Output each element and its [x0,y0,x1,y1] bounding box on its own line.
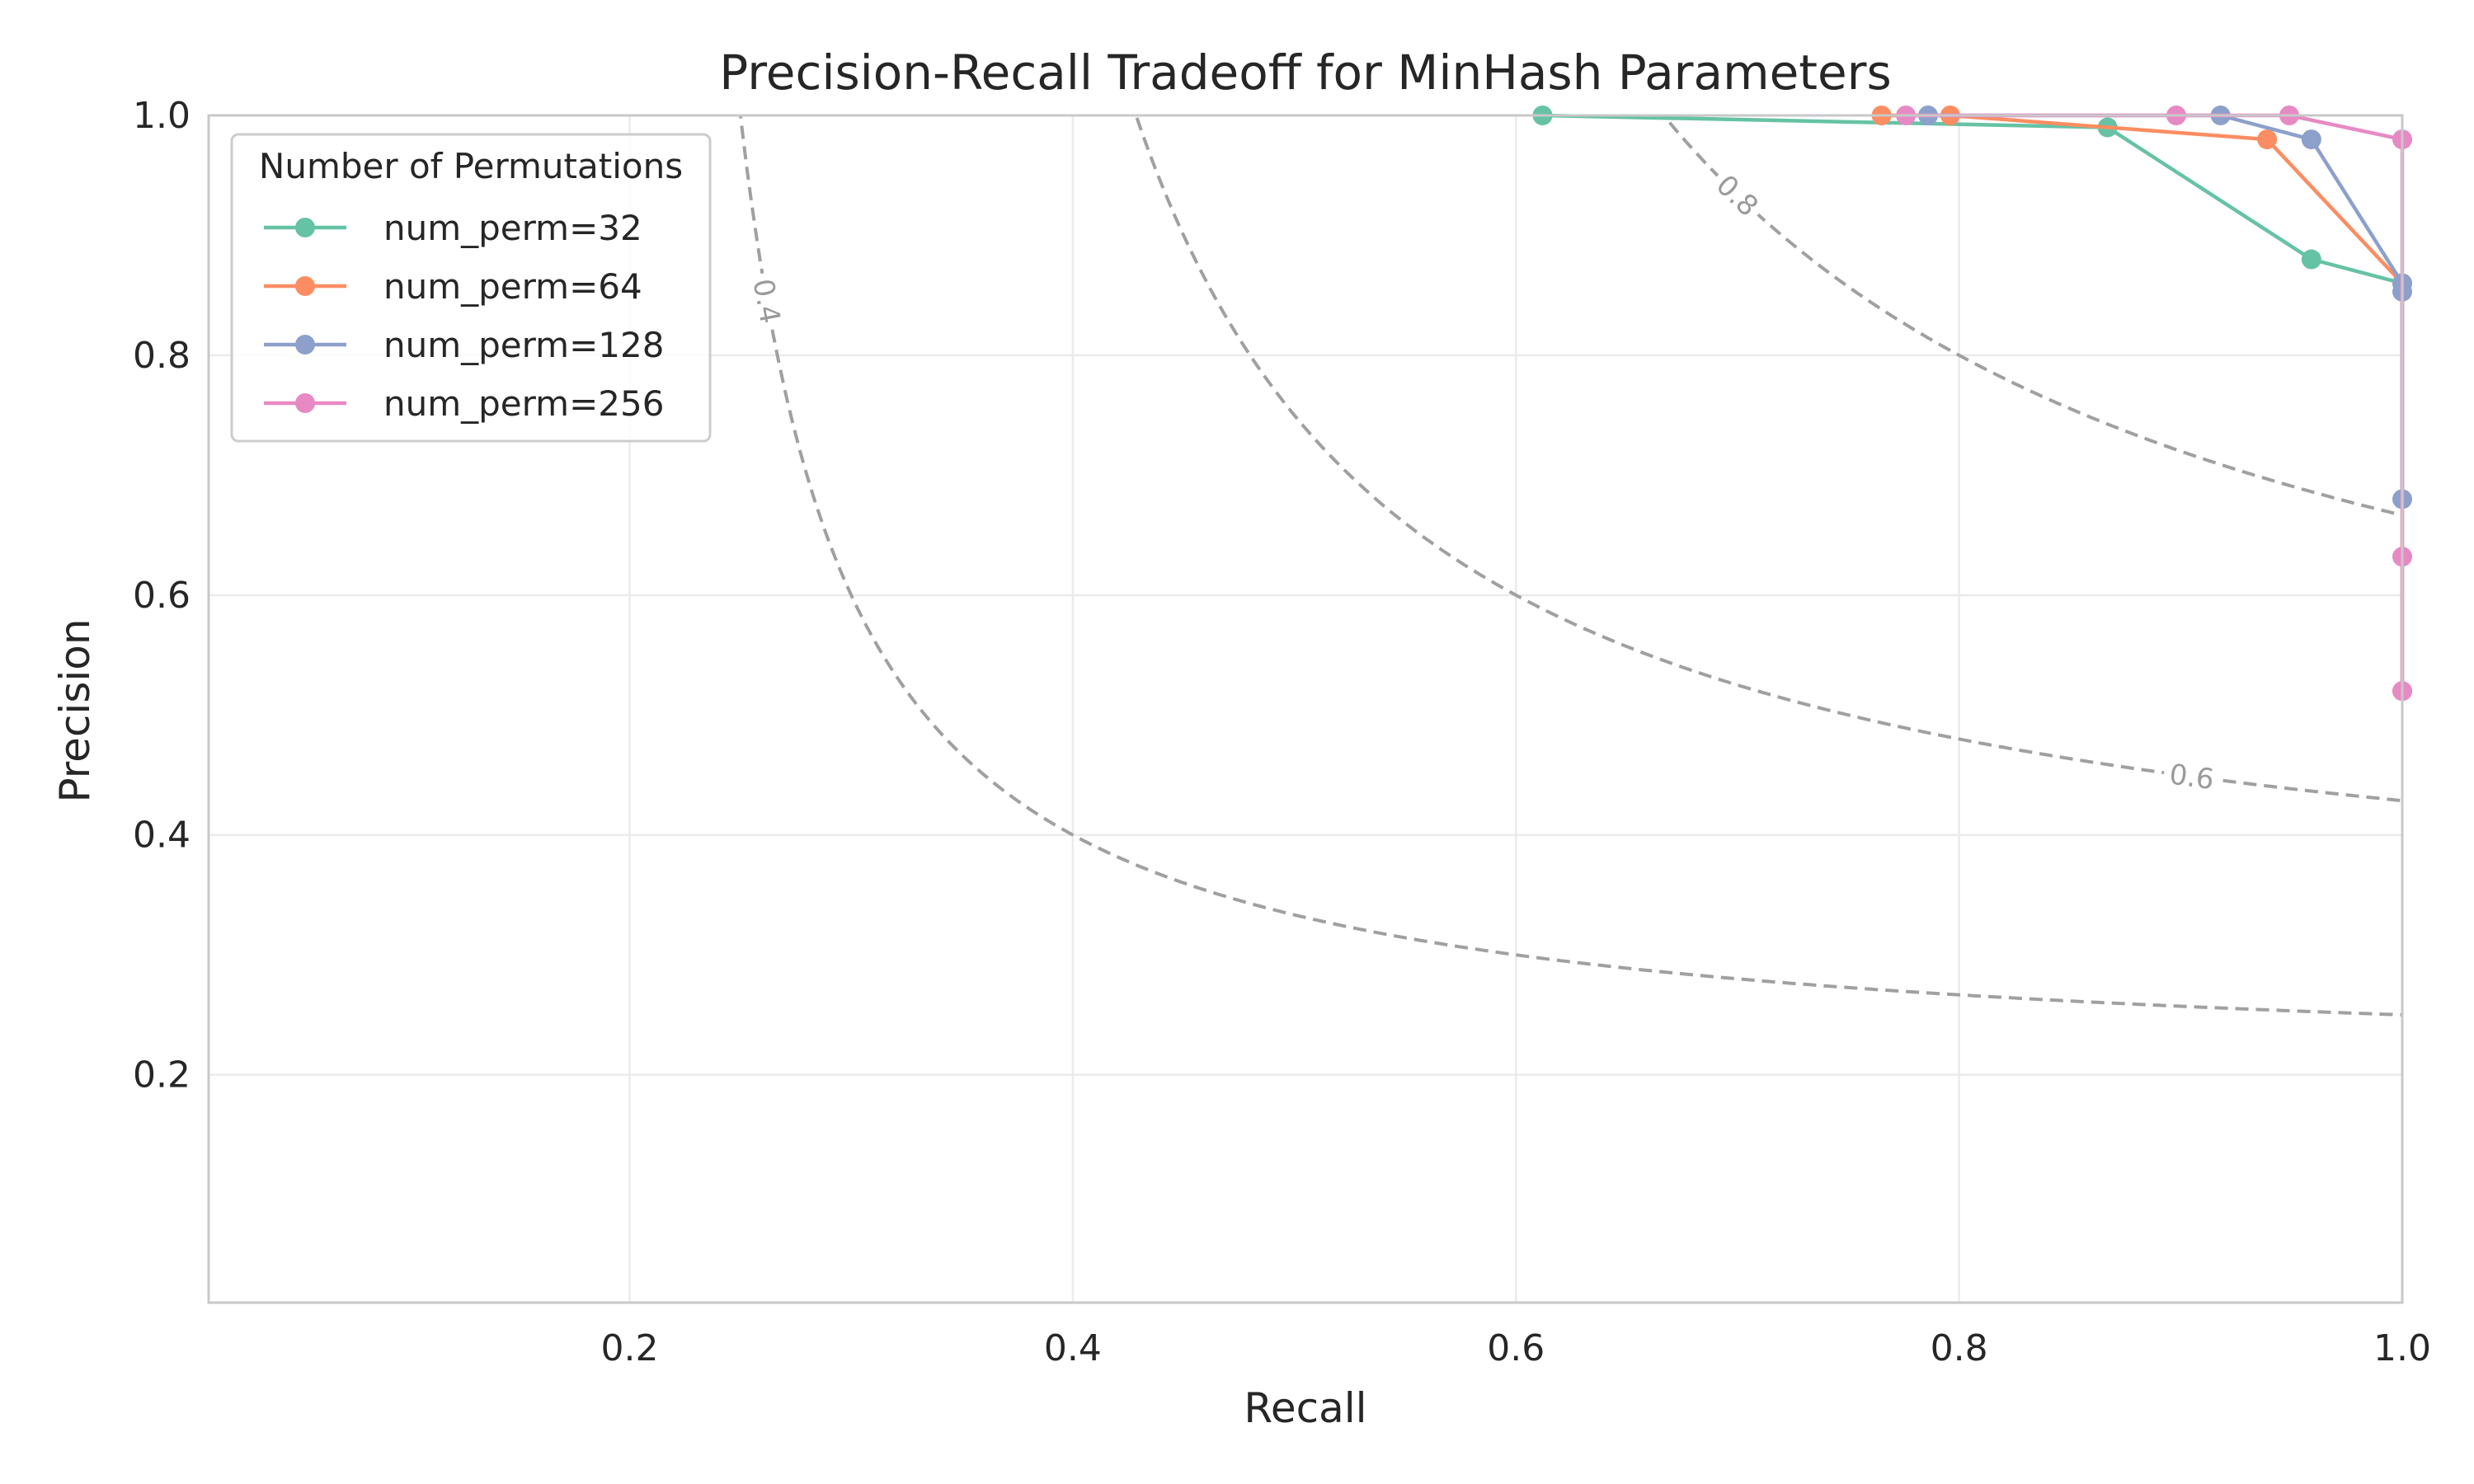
legend-label: num_perm=128 [383,325,664,365]
series-num-perm-32 [1532,106,2412,294]
axis-ticks: 0.2 0.4 0.6 0.8 1.0 0.2 0.4 0.6 0.8 1.0 [133,95,2431,1369]
legend-swatch-marker [295,335,315,355]
legend-label: num_perm=64 [383,266,642,307]
legend-title: Number of Permutations [259,146,683,186]
legend-label: num_perm=32 [383,208,642,248]
x-tick-label: 0.8 [1931,1327,1988,1369]
x-tick-label: 0.4 [1044,1327,1102,1369]
legend-entries: num_perm=32 num_perm=64 num_perm=128 num_pe… [264,208,664,424]
plot-frame [207,114,2404,1304]
y-tick-label: 0.6 [133,575,190,617]
iso-f1-curve [1134,115,2402,803]
series-line [1928,113,2405,500]
series-point [2301,249,2321,270]
iso-f1-label-bg [744,270,790,332]
series-line [1542,113,2403,285]
data-series [1532,106,2412,702]
legend-swatch-marker [295,218,315,237]
x-tick-label: 1.0 [2373,1327,2431,1369]
x-tick-label: 0.6 [1487,1327,1545,1369]
x-axis-title: Recall [1244,1384,1366,1432]
iso-f1-label-bg [2161,754,2222,799]
legend-swatch-marker [295,393,315,413]
series-point [2257,129,2278,150]
series-point [2301,129,2321,150]
y-tick-label: 0.2 [133,1054,190,1097]
iso-f1-curve [1661,115,2402,517]
series-num-perm-64 [1871,106,2412,702]
legend-label: num_perm=256 [383,383,664,424]
iso-f1-curves: 0.40.60.8 [738,115,2402,1017]
legend: Number of Permutations num_perm=32num_pe… [230,133,712,443]
y-tick-label: 1.0 [133,95,190,137]
chart-title: Precision-Recall Tradeoff for MinHash Pa… [719,45,1892,101]
legend-box [230,133,712,443]
series-num-perm-256 [1896,106,2412,702]
y-tick-label: 0.4 [133,815,190,857]
iso-f1-label-bg [1705,162,1771,228]
x-tick-label: 0.2 [601,1327,659,1369]
iso-f1-label: 0.6 [2167,758,2216,796]
y-axis-title: Precision [51,618,99,802]
iso-f1-label: 0.4 [746,276,787,326]
y-tick-label: 0.8 [133,335,190,377]
legend-swatch-marker [295,276,315,296]
iso-f1-curve [738,115,2402,1017]
